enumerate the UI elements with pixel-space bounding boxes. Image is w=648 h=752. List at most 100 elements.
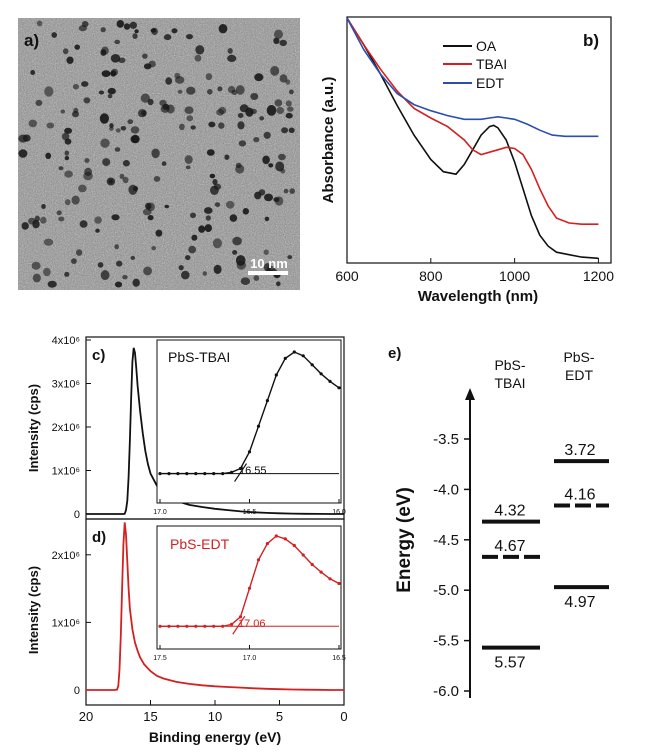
inset-point bbox=[328, 577, 332, 581]
energy-level-label: 5.57 bbox=[494, 655, 525, 672]
nanoparticle bbox=[64, 170, 73, 178]
nanoparticle bbox=[195, 45, 205, 55]
nanoparticle bbox=[178, 265, 184, 271]
x-tick-label: 0 bbox=[340, 709, 347, 724]
nanoparticle bbox=[61, 132, 70, 141]
nanoparticle bbox=[150, 28, 157, 33]
nanoparticle bbox=[28, 119, 37, 128]
nanoparticle bbox=[235, 255, 246, 266]
nanoparticle bbox=[123, 23, 131, 30]
panel-c-inset-frame bbox=[156, 339, 342, 504]
nanoparticle bbox=[94, 216, 102, 224]
nanoparticle bbox=[72, 83, 79, 90]
nanoparticle bbox=[40, 216, 47, 224]
energy-level-label: 4.16 bbox=[564, 487, 595, 504]
nanoparticle bbox=[132, 186, 139, 192]
nanoparticle bbox=[254, 191, 262, 200]
nanoparticle bbox=[64, 199, 71, 206]
y-tick-label: 2x10⁶ bbox=[52, 422, 80, 434]
nanoparticle bbox=[229, 214, 238, 222]
inset-x-tick-label: 17.5 bbox=[153, 655, 167, 662]
nanoparticle bbox=[208, 121, 216, 128]
nanoparticle bbox=[43, 267, 51, 277]
nanoparticle bbox=[227, 54, 237, 63]
nanoparticle bbox=[143, 266, 153, 276]
inset-point bbox=[238, 466, 243, 471]
column-title-tbai-line2: TBAI bbox=[494, 375, 525, 391]
nanoparticle bbox=[97, 262, 104, 268]
panel-c-inset-annotation: 16.55 bbox=[239, 465, 267, 477]
nanoparticle bbox=[100, 270, 110, 281]
nanoparticle bbox=[100, 27, 106, 33]
inset-x-tick-label: 16.5 bbox=[332, 655, 346, 662]
nanoparticle bbox=[83, 171, 93, 181]
nanoparticle bbox=[213, 264, 222, 274]
panel-d-inset: 17.5 17.0 16.5 bbox=[153, 534, 346, 662]
x-tick-label: 1000 bbox=[499, 268, 530, 284]
nanoparticle bbox=[107, 87, 116, 95]
nanoparticle bbox=[281, 127, 289, 134]
panel-b-legend: OA TBAI EDT bbox=[443, 38, 507, 91]
nanoparticle bbox=[58, 166, 64, 171]
inset-tangent bbox=[232, 615, 246, 635]
nanoparticle bbox=[64, 138, 72, 145]
nanoparticle bbox=[163, 34, 172, 41]
nanoparticle bbox=[64, 127, 73, 134]
nanoparticle bbox=[62, 48, 69, 55]
inset-point bbox=[310, 562, 314, 567]
panel-d-inset-annotation: 17.06 bbox=[238, 618, 266, 630]
nanoparticle bbox=[205, 73, 213, 81]
x-tick-label: 600 bbox=[335, 268, 359, 284]
nanoparticle bbox=[129, 21, 137, 29]
panel-b-frame bbox=[346, 16, 612, 264]
x-tick-label: 10 bbox=[208, 709, 222, 724]
nanoparticle bbox=[253, 137, 260, 143]
nanoparticle bbox=[64, 150, 70, 156]
inset-point bbox=[265, 542, 269, 546]
panel-e-label: e) bbox=[388, 345, 401, 362]
nanoparticle bbox=[238, 140, 247, 147]
nanoparticle bbox=[263, 131, 271, 139]
panel-d-inset-title: PbS-EDT bbox=[170, 536, 230, 552]
nanoparticle bbox=[262, 155, 270, 165]
nanoparticle bbox=[64, 271, 70, 277]
panel-d-x-ticks: 20 15 10 5 0 bbox=[79, 700, 348, 724]
nanoparticle bbox=[190, 212, 196, 218]
nanoparticle bbox=[79, 220, 88, 228]
nanoparticle bbox=[198, 225, 206, 233]
nanoparticle bbox=[217, 86, 223, 92]
inset-point bbox=[230, 470, 234, 474]
nanoparticle bbox=[130, 126, 140, 134]
nanoparticle bbox=[140, 93, 150, 103]
panel-d-ylabel: Intensity (cps) bbox=[26, 566, 41, 654]
nanoparticle bbox=[202, 271, 207, 276]
inset-point bbox=[292, 543, 296, 548]
nanoparticle bbox=[101, 70, 111, 77]
panel-d-y-ticks: 0 1x10⁶ 2x10⁶ bbox=[52, 550, 91, 697]
panel-b-x-ticks: 600 800 1000 1200 bbox=[335, 258, 614, 284]
nanoparticle bbox=[278, 153, 286, 161]
nanoparticle bbox=[237, 113, 244, 118]
nanoparticle bbox=[288, 127, 295, 134]
x-tick-label: 15 bbox=[143, 709, 157, 724]
inset-point bbox=[283, 356, 287, 360]
inset-point bbox=[292, 350, 296, 354]
nanoparticle bbox=[146, 202, 155, 212]
nanoparticle bbox=[232, 250, 238, 255]
nanoparticle bbox=[64, 156, 70, 161]
panel-a: a) 10 nm bbox=[18, 18, 300, 290]
series-line-oa bbox=[346, 17, 599, 260]
nanoparticle bbox=[138, 109, 147, 118]
nanoparticle bbox=[240, 277, 251, 286]
nanoparticle bbox=[71, 195, 80, 205]
panel-d-xlabel: Binding energy (eV) bbox=[149, 729, 281, 745]
panel-c: 0 1x10⁶ 2x10⁶ 3x10⁶ 4x10⁶ c) Intensity (cps)… bbox=[26, 335, 346, 521]
panel-b-label: b) bbox=[583, 31, 599, 50]
nanoparticle bbox=[289, 188, 296, 194]
nanoparticle bbox=[206, 149, 215, 156]
nanoparticle bbox=[227, 48, 233, 54]
inset-point bbox=[319, 372, 323, 376]
nanoparticle bbox=[194, 54, 202, 62]
inset-point bbox=[247, 450, 252, 454]
nanoparticle bbox=[151, 148, 160, 159]
